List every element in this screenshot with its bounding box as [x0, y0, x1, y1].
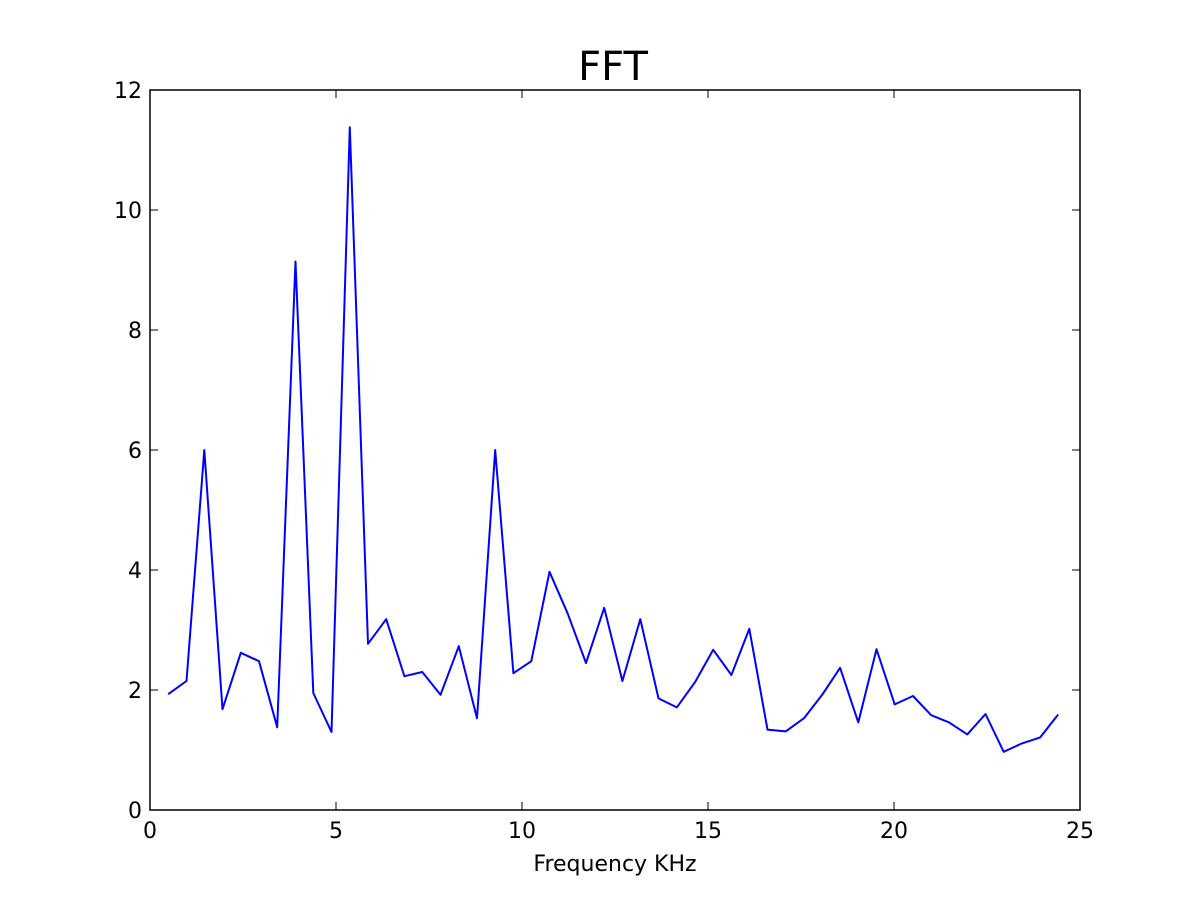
y-tick-label: 4 [128, 559, 142, 584]
x-tick-label: 20 [880, 819, 908, 844]
x-tick-label: 25 [1066, 819, 1094, 844]
y-tick-label: 8 [128, 319, 142, 344]
x-axis-label: Frequency KHz [533, 852, 696, 877]
plot-frame [149, 89, 1081, 811]
axis-ticks [150, 90, 1080, 810]
x-tick-label: 10 [508, 819, 536, 844]
y-tick-label: 0 [128, 799, 142, 824]
x-tick-label: 0 [143, 819, 157, 844]
y-tick-label: 12 [114, 79, 142, 104]
chart-title: FFT [578, 44, 648, 90]
x-tick-label: 15 [694, 819, 722, 844]
axis-tick-labels: 0 5 10 15 20 25 0 2 4 6 8 10 12 [114, 79, 1094, 844]
y-tick-label: 10 [114, 199, 142, 224]
y-tick-label: 6 [128, 439, 142, 464]
y-tick-label: 2 [128, 679, 142, 704]
series-line [167, 126, 1059, 753]
x-tick-label: 5 [329, 819, 343, 844]
